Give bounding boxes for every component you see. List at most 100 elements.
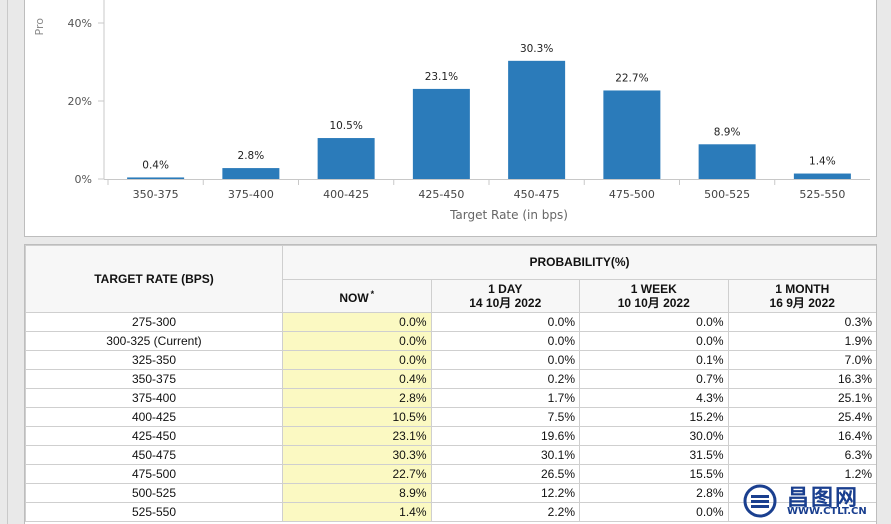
bar[interactable] [412,88,470,179]
cell-1-week: 15.2% [579,407,729,427]
probability-table: TARGET RATE (BPS) PROBABILITY(%) NOW * 1 … [25,245,876,522]
x-tick-label: 400-425 [323,188,369,201]
y-axis-title: Pro [33,18,46,36]
cell-1-day: 26.5% [430,464,580,484]
bar[interactable] [222,168,280,179]
cell-now: 22.7% [282,464,432,484]
cell-1-day: 19.6% [430,426,580,446]
watermark: 昌图网 WWW.CTLT.CN [743,480,883,520]
cell-target-rate: 525-550 [25,502,283,522]
cell-1-month: 16.4% [727,426,876,446]
header-now-asterisk: * [370,288,375,299]
bar-data-label: 23.1% [425,71,458,83]
cell-1-day: 2.2% [430,502,580,522]
cell-target-rate: 400-425 [25,407,283,427]
table-row: 325-350 0.0% 0.0% 0.1% 7.0% [25,350,876,370]
y-tick-label: 20% [68,95,92,108]
bar-data-label: 10.5% [329,120,362,132]
x-tick-label: 525-550 [799,188,845,201]
y-tick-label: 40% [68,17,92,30]
y-tick-label: 0% [75,173,92,186]
cell-1-day: 0.0% [430,331,580,351]
table-row: 275-300 0.0% 0.0% 0.0% 0.3% [25,312,876,332]
cell-1-month: 25.4% [727,407,876,427]
bar[interactable] [508,60,566,179]
table-row: 425-450 23.1% 19.6% 30.0% 16.4% [25,426,876,446]
x-tick-label: 375-400 [228,188,274,201]
cell-1-day: 0.0% [430,312,580,332]
cell-now: 1.4% [282,502,432,522]
cell-1-month: 25.1% [727,388,876,408]
header-now-label: NOW [339,290,369,305]
cell-1-day: 0.2% [430,369,580,389]
cell-now: 0.0% [282,331,432,351]
bar[interactable] [317,138,375,179]
left-border [7,0,8,524]
cell-now: 30.3% [282,445,432,465]
header-1-month-label: 1 MONTH [775,281,830,296]
cell-now: 0.0% [282,312,432,332]
x-tick-label: 450-475 [514,188,560,201]
header-probability: PROBABILITY(%) [282,245,876,280]
cell-now: 10.5% [282,407,432,427]
header-1-day-label: 1 DAY [488,281,523,296]
table-row: 400-425 10.5% 7.5% 15.2% 25.4% [25,407,876,427]
cell-1-week: 30.0% [579,426,729,446]
header-1-week-label: 1 WEEK [630,281,677,296]
cell-now: 0.0% [282,350,432,370]
chart-panel: 0% 20% 40% 0.4% 2.8% 10.5% 23.1% 30.3% 22.7% 8.9… [24,0,877,237]
cell-1-month: 6.3% [727,445,876,465]
bar-chart: 0% 20% 40% 0.4% 2.8% 10.5% 23.1% 30.3% 22.7% 8.9… [33,0,870,222]
cell-1-week: 0.7% [579,369,729,389]
cell-target-rate: 350-375 [25,369,283,389]
cell-1-week: 4.3% [579,388,729,408]
cell-1-week: 31.5% [579,445,729,465]
cell-1-day: 30.1% [430,445,580,465]
cell-target-rate: 500-525 [25,483,283,503]
bar-data-label: 0.4% [142,159,169,171]
cell-target-rate: 325-350 [25,350,283,370]
bar[interactable] [698,144,756,179]
cell-target-rate: 475-500 [25,464,283,484]
header-1-week-date: 10 10月 2022 [617,295,690,310]
probability-table-panel: TARGET RATE (BPS) PROBABILITY(%) NOW * 1 … [24,244,877,524]
cell-target-rate: 450-475 [25,445,283,465]
x-axis-title: Target Rate (in bps) [449,208,568,222]
table-body: 275-300 0.0% 0.0% 0.0% 0.3% 300-325 (Current)… [25,312,876,522]
x-tick-label: 500-525 [704,188,750,201]
cell-1-day: 12.2% [430,483,580,503]
header-1-month-date: 16 9月 2022 [769,295,835,310]
cell-1-week: 15.5% [579,464,729,484]
cell-target-rate: 300-325 (Current) [25,331,283,351]
cell-1-day: 1.7% [430,388,580,408]
x-tick-label: 475-500 [609,188,655,201]
cell-1-week: 0.0% [579,502,729,522]
cell-now: 8.9% [282,483,432,503]
bar[interactable] [793,173,851,179]
bars-group: 0.4% 2.8% 10.5% 23.1% 30.3% 22.7% 8.9% 1.4% [127,43,851,179]
header-1-week: 1 WEEK 10 10月 2022 [579,278,729,313]
cell-target-rate: 375-400 [25,388,283,408]
cell-target-rate: 425-450 [25,426,283,446]
table-row: 525-550 1.4% 2.2% 0.0% [25,502,876,522]
y-axis: 0% 20% 40% [68,0,105,186]
header-1-month: 1 MONTH 16 9月 2022 [727,278,876,313]
cell-now: 23.1% [282,426,432,446]
watermark-title: 昌图网 [787,486,860,511]
cell-1-month: 16.3% [727,369,876,389]
bar[interactable] [127,177,185,179]
cell-now: 0.4% [282,369,432,389]
bar-data-label: 1.4% [809,156,836,168]
cell-1-week: 0.0% [579,312,729,332]
bar-data-label: 2.8% [238,150,265,162]
cell-target-rate: 275-300 [25,312,283,332]
table-row: 450-475 30.3% 30.1% 31.5% 6.3% [25,445,876,465]
bar[interactable] [603,90,661,179]
header-now: NOW * [282,278,432,313]
x-tick-label: 350-375 [133,188,179,201]
table-row: 350-375 0.4% 0.2% 0.7% 16.3% [25,369,876,389]
bar-data-label: 22.7% [615,72,648,84]
watermark-url: WWW.CTLT.CN [787,506,867,517]
header-target-rate: TARGET RATE (BPS) [25,245,283,313]
